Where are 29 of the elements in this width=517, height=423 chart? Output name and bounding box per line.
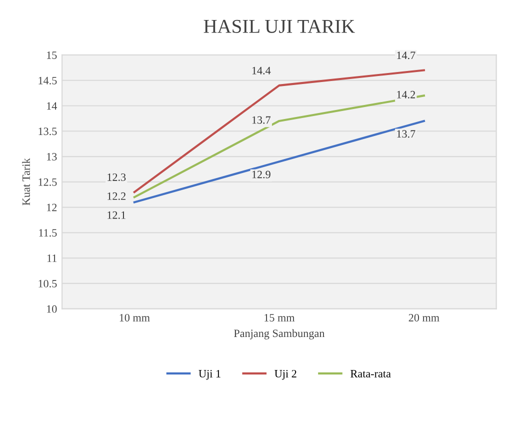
x-tick-label: 10 mm [120,314,150,322]
y-tick-label: 14.5 [38,76,57,84]
y-tick-label: 14 [47,102,58,110]
x-tick-label: 15 mm [264,314,295,322]
y-tick-label: 15 [47,52,57,59]
y-axis-title: Kuat Tarik [22,158,30,206]
y-tick-label: 11.5 [39,229,57,237]
chart-title: HASIL UJI TARIK [204,20,355,33]
data-label: 14.4 [252,66,271,74]
y-tick-label: 11 [47,254,57,262]
data-label: 14.2 [397,90,415,98]
y-tick-label: 12 [47,204,57,212]
legend-label: Rata-rata [350,370,391,378]
legend-label: Uji 2 [274,370,296,380]
legend-label: Uji 1 [198,370,220,380]
data-label: 12.1 [108,211,126,219]
data-label: 12.9 [252,170,270,178]
data-label: 12.2 [108,192,126,200]
y-tick-label: 10 [47,305,57,313]
y-tick-label: 10.5 [38,280,57,288]
x-tick-label: 20 mm [408,314,440,322]
data-label: 12.3 [108,173,126,181]
data-label: 13.7 [252,116,271,124]
y-tick-label: 13 [47,153,57,160]
data-label: 14.7 [397,52,416,60]
y-tick-label: 13.5 [38,128,57,136]
y-tick-label: 12.5 [38,178,57,186]
x-axis-title: Panjang Sambungan [234,329,325,340]
data-label: 13.7 [397,130,416,138]
